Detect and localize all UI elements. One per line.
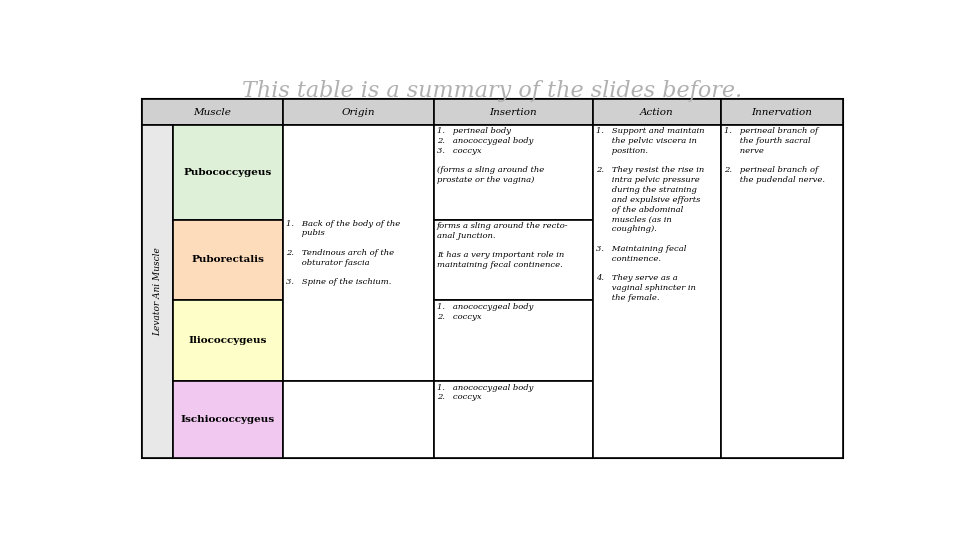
Text: This table is a summary of the slides before.: This table is a summary of the slides be… (242, 80, 742, 102)
Bar (434, 220, 592, 300)
Text: Ischiococcygeus: Ischiococcygeus (180, 415, 275, 424)
Text: Levator Ani Muscle: Levator Ani Muscle (153, 247, 161, 336)
Bar (721, 125, 843, 457)
Text: 1.   anococcygeal body
2.   coccyx: 1. anococcygeal body 2. coccyx (437, 383, 534, 401)
Bar (142, 125, 173, 457)
Bar (434, 99, 592, 125)
Bar (142, 99, 843, 457)
Bar (434, 300, 592, 381)
Text: 1.   Back of the body of the
      pubis

2.   Tendinous arch of the
      obtur: 1. Back of the body of the pubis 2. Tend… (286, 220, 400, 286)
Text: Iliococcygeus: Iliococcygeus (188, 336, 267, 346)
Bar (283, 99, 434, 125)
Text: Action: Action (640, 107, 674, 117)
Text: 1.   anococcygeal body
2.   coccyx: 1. anococcygeal body 2. coccyx (437, 303, 534, 321)
Bar (173, 381, 283, 457)
Bar (173, 125, 283, 220)
Text: 1.   perineal branch of
      the fourth sacral
      nerve

2.   perineal branc: 1. perineal branch of the fourth sacral … (724, 127, 825, 184)
Text: forms a sling around the recto-
anal Junction.

It has a very important role in
: forms a sling around the recto- anal Jun… (437, 222, 568, 269)
Bar (592, 99, 721, 125)
Text: Muscle: Muscle (193, 107, 231, 117)
Text: Pubococcygeus: Pubococcygeus (183, 168, 272, 177)
Text: Insertion: Insertion (490, 107, 538, 117)
Bar (434, 381, 592, 457)
Bar (173, 220, 283, 300)
Bar (434, 125, 592, 220)
Text: 1.   perineal body
2.   anococcygeal body
3.   coccyx

(forms a sling around the: 1. perineal body 2. anococcygeal body 3.… (437, 127, 544, 184)
Text: Innervation: Innervation (752, 107, 812, 117)
Text: Puborectalis: Puborectalis (191, 255, 264, 265)
Bar (721, 99, 843, 125)
Bar (142, 99, 283, 125)
Bar (173, 300, 283, 381)
Bar (592, 125, 721, 457)
Text: 1.   Support and maintain
      the pelvic viscera in
      position.

2.   They: 1. Support and maintain the pelvic visce… (596, 127, 705, 302)
Bar (283, 125, 434, 381)
Bar (283, 381, 434, 457)
Text: Origin: Origin (342, 107, 375, 117)
